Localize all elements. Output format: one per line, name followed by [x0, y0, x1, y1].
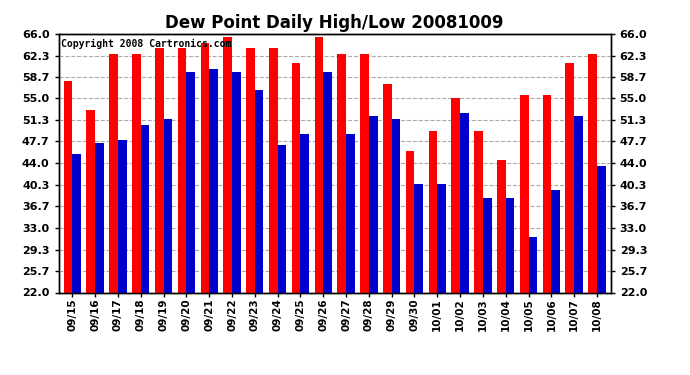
- Bar: [269, 48, 277, 375]
- Bar: [506, 198, 514, 375]
- Bar: [346, 134, 355, 375]
- Bar: [520, 96, 529, 375]
- Bar: [369, 116, 377, 375]
- Bar: [201, 43, 209, 375]
- Bar: [292, 63, 300, 375]
- Bar: [141, 125, 150, 375]
- Bar: [529, 237, 538, 375]
- Bar: [95, 142, 104, 375]
- Bar: [497, 160, 506, 375]
- Bar: [63, 81, 72, 375]
- Bar: [186, 72, 195, 375]
- Bar: [109, 54, 118, 375]
- Bar: [323, 72, 332, 375]
- Bar: [589, 54, 597, 375]
- Bar: [392, 119, 400, 375]
- Title: Dew Point Daily High/Low 20081009: Dew Point Daily High/Low 20081009: [166, 14, 504, 32]
- Bar: [315, 37, 323, 375]
- Bar: [574, 116, 583, 375]
- Bar: [551, 190, 560, 375]
- Bar: [209, 69, 218, 375]
- Bar: [360, 54, 369, 375]
- Bar: [428, 131, 437, 375]
- Bar: [483, 198, 491, 375]
- Bar: [232, 72, 241, 375]
- Bar: [86, 110, 95, 375]
- Bar: [164, 119, 172, 375]
- Bar: [415, 184, 423, 375]
- Bar: [542, 96, 551, 375]
- Bar: [277, 146, 286, 375]
- Bar: [300, 134, 309, 375]
- Bar: [406, 152, 415, 375]
- Bar: [597, 166, 606, 375]
- Bar: [566, 63, 574, 375]
- Text: Copyright 2008 Cartronics.com: Copyright 2008 Cartronics.com: [61, 39, 232, 49]
- Bar: [451, 99, 460, 375]
- Bar: [337, 54, 346, 375]
- Bar: [437, 184, 446, 375]
- Bar: [132, 54, 141, 375]
- Bar: [474, 131, 483, 375]
- Bar: [155, 48, 164, 375]
- Bar: [255, 90, 264, 375]
- Bar: [118, 140, 127, 375]
- Bar: [460, 113, 469, 375]
- Bar: [178, 48, 186, 375]
- Bar: [224, 37, 232, 375]
- Bar: [72, 154, 81, 375]
- Bar: [383, 84, 392, 375]
- Bar: [246, 48, 255, 375]
